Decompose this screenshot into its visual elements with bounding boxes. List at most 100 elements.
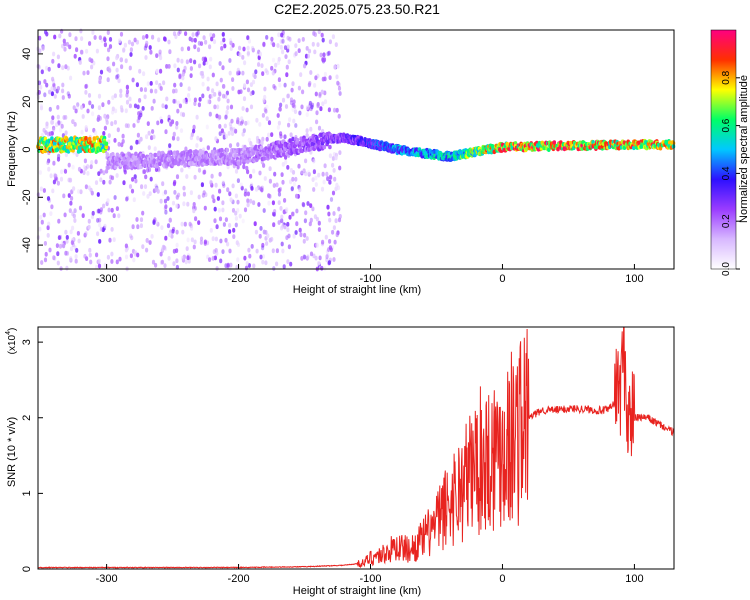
spectrogram-speckle [75,248,79,253]
spectrogram-speckle [307,172,311,177]
spectrogram-speckle [118,38,122,44]
spectrogram-speckle [79,28,83,34]
spectrogram-speckle [170,233,174,239]
spectrogram-speckle [80,105,84,110]
spectrogram-speckle [193,37,197,43]
spectrogram-speckle [320,265,324,271]
spectrogram-speckle [152,220,156,226]
spectrogram-ridge-cell [225,147,230,153]
spectrogram-speckle [337,113,341,119]
spectrogram-speckle [276,125,280,130]
spectrogram-speckle [333,107,337,113]
spectrogram-speckle [283,224,287,230]
y-tick-label: 40 [21,48,33,60]
spectrogram-speckle [229,197,233,203]
spectrogram-speckle [230,131,235,137]
spectrogram-speckle [132,197,136,203]
spectrogram-speckle [51,79,56,85]
spectrogram-speckle [236,119,240,125]
spectrogram-speckle [211,194,215,200]
spectrogram-speckle [135,82,139,88]
spectrogram-speckle [173,63,177,69]
y-tick-label: 1 [21,490,33,496]
spectrogram-speckle [128,103,132,109]
spectrogram-speckle [303,218,307,224]
spectrogram-speckle [52,82,56,88]
spectrogram-speckle [315,216,319,222]
spectrogram-speckle [119,31,124,37]
spectrogram-speckle [57,120,61,125]
spectrogram-speckle [143,45,147,51]
spectrogram-speckle [279,39,283,44]
spectrogram-speckle [210,36,214,42]
spectrogram-speckle [189,190,193,196]
spectrogram-speckle [161,191,166,197]
spectrogram-speckle [272,212,276,217]
colorbar-tick-label: 0.2 [721,214,732,228]
spectrogram-speckle [188,221,192,227]
spectrogram-speckle [82,164,86,170]
spectrogram-speckle [42,212,46,218]
spectrogram-speckle [115,173,119,178]
spectrogram-speckle [46,196,51,201]
spectrogram-speckle [336,80,340,86]
spectrogram-speckle [97,208,101,214]
spectrogram-ridge-cell [245,159,250,164]
spectrogram-speckle [202,35,206,40]
spectrogram-speckle [50,119,55,125]
spectrogram-speckle [267,132,271,138]
spectrogram-speckle [229,40,233,46]
spectrogram-speckle [43,79,47,84]
spectrogram-speckle [129,47,133,53]
spectrogram-speckle [292,181,296,187]
spectrogram-speckle [254,187,259,192]
spectrogram-speckle [108,179,112,185]
spectrogram-speckle [249,173,253,179]
spectrogram-speckle [323,163,327,169]
spectrogram-speckle [159,55,163,61]
spectrogram-speckle [143,184,148,190]
spectrogram-speckle [187,93,191,98]
spectrogram-speckle [143,94,147,100]
spectrogram-speckle [71,164,75,170]
spectrogram-speckle [300,104,304,110]
spectrogram-speckle [314,91,318,97]
spectrogram-speckle [228,229,232,234]
spectrogram-speckle [184,259,188,265]
spectrogram-speckle [263,86,267,92]
spectrogram-speckle [106,198,110,204]
spectrogram-speckle [265,35,269,40]
spectrogram-speckle [110,251,114,257]
spectrogram-speckle [300,170,304,176]
spectrogram-speckle [218,188,222,194]
spectrogram-speckle [103,36,107,42]
spectrogram-speckle [43,241,48,246]
spectrogram-speckle [241,131,245,137]
spectrogram-speckle [243,191,247,197]
spectrogram-speckle [173,82,177,88]
spectrogram-speckle [164,129,168,135]
spectrogram-speckle [175,203,179,209]
spectrogram-speckle [49,211,53,217]
spectrogram-speckle [222,37,226,43]
spectrogram-speckle [175,174,180,180]
spectrogram-speckle [225,109,229,115]
spectrogram-ridge-cell [84,136,88,141]
spectrogram-speckle [234,210,238,216]
spectrogram-speckle [56,260,60,266]
spectrogram-speckle [133,174,137,180]
spectrogram-speckle [265,104,269,110]
spectrogram-speckle [95,48,99,54]
y-tick-label: -40 [21,237,33,253]
spectrogram-speckle [56,54,61,60]
spectrogram-speckle [196,135,200,141]
y-tick-label: -20 [21,189,33,205]
spectrogram-speckle [246,202,250,208]
spectrogram-speckle [74,108,78,114]
spectrogram-speckle [215,113,219,119]
spectrogram-speckle [183,221,187,227]
spectrogram-speckle [241,106,245,111]
spectrogram-speckle [45,31,49,37]
spectrogram-speckle [297,38,301,43]
